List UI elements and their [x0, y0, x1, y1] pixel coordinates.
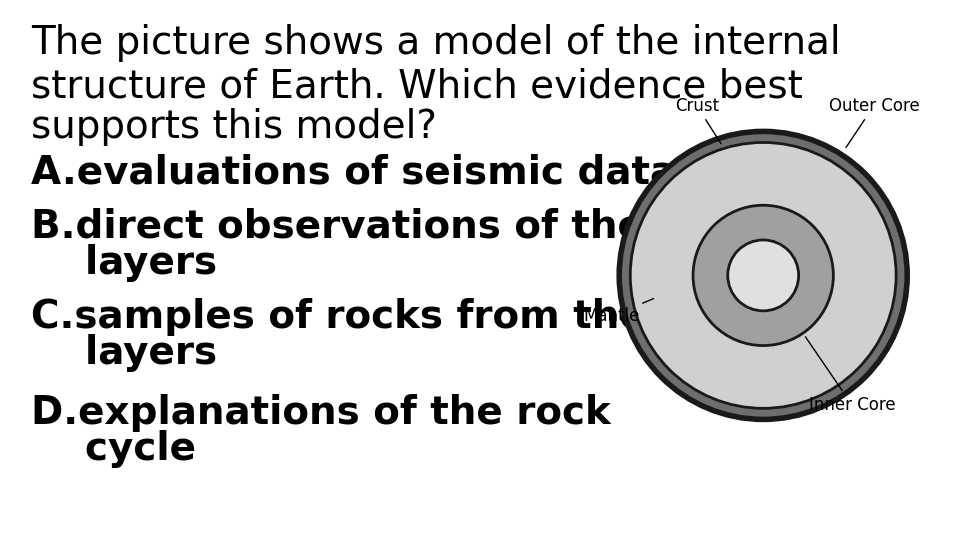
Text: C.samples of rocks from the: C.samples of rocks from the: [31, 298, 645, 336]
Text: B.direct observations of the: B.direct observations of the: [31, 208, 643, 246]
Circle shape: [728, 240, 799, 311]
Circle shape: [631, 143, 896, 408]
Text: D.explanations of the rock: D.explanations of the rock: [31, 394, 611, 432]
Circle shape: [693, 205, 833, 346]
Text: Crust: Crust: [675, 97, 721, 144]
Text: Outer Core: Outer Core: [828, 97, 920, 147]
Text: The picture shows a model of the internal: The picture shows a model of the interna…: [31, 24, 840, 62]
Text: structure of Earth. Which evidence best: structure of Earth. Which evidence best: [31, 68, 803, 105]
Text: A.evaluations of seismic data: A.evaluations of seismic data: [31, 154, 676, 192]
Text: Mantle: Mantle: [584, 299, 654, 325]
Text: Inner Core: Inner Core: [805, 337, 895, 414]
Text: layers: layers: [31, 334, 217, 372]
Text: layers: layers: [31, 244, 217, 282]
Circle shape: [619, 131, 907, 420]
Text: supports this model?: supports this model?: [31, 108, 437, 146]
Text: cycle: cycle: [31, 430, 196, 468]
